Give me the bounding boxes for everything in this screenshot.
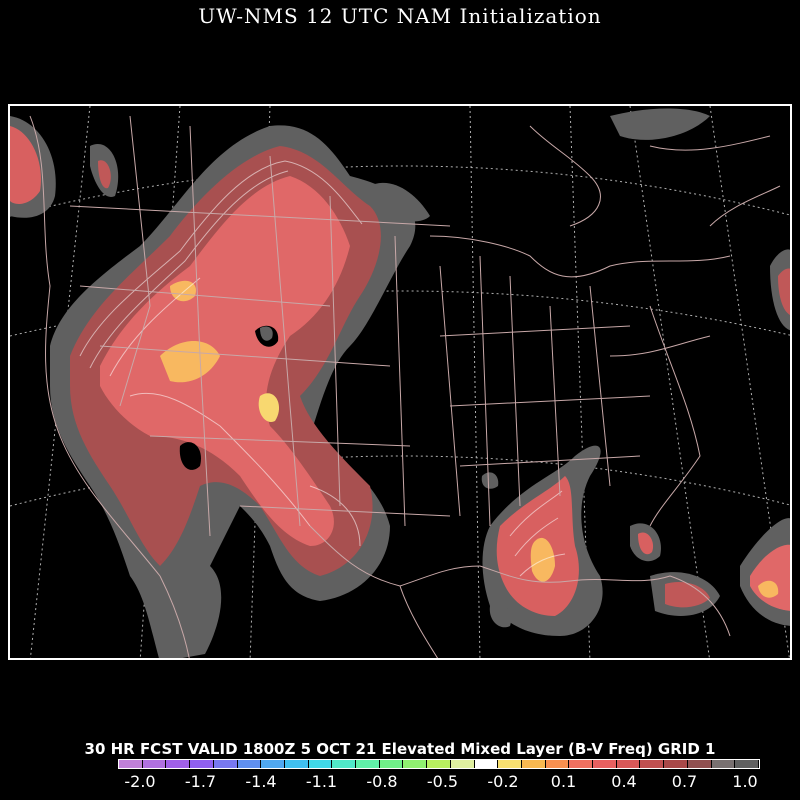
colorbar-segment	[711, 760, 736, 768]
map-frame	[8, 104, 792, 660]
colorbar-segment	[261, 760, 285, 768]
colorbar-segment	[142, 760, 167, 768]
colorbar-segment	[308, 760, 333, 768]
colorbar-segment	[616, 760, 641, 768]
map-canvas	[10, 106, 790, 658]
colorbar-tick-label: -0.5	[426, 772, 459, 791]
colorbar-segment	[735, 760, 759, 768]
colorbar-segment	[166, 760, 191, 768]
page-title: UW-NMS 12 UTC NAM Initialization	[198, 4, 602, 28]
emb-field-west	[50, 125, 416, 658]
colorbar-segment	[379, 760, 404, 768]
colorbar-segment	[450, 760, 475, 768]
colorbar-tick-label: 0.1	[550, 772, 577, 791]
colorbar-segment	[403, 760, 428, 768]
plot-caption: 30 HR FCST VALID 1800Z 5 OCT 21 Elevated…	[84, 740, 716, 758]
contour-lines	[79, 160, 566, 577]
colorbar-tick-label: 0.7	[671, 772, 698, 791]
colorbar-segment	[569, 760, 594, 768]
colorbar-segment	[545, 760, 570, 768]
emb-field-north	[370, 108, 790, 331]
colorbar-segment	[427, 760, 451, 768]
colorbar-segment	[237, 760, 262, 768]
colorbar-tick-label: -1.4	[245, 772, 277, 791]
emb-field-pacific-nw	[10, 116, 119, 218]
colorbar-segment	[332, 760, 357, 768]
colorbar-segment	[474, 760, 499, 768]
colorbar-ticks: -2.0 -1.7 -1.4 -1.1 -0.8 -0.5 -0.2 0.1 0.4 0.7 1.0	[0, 772, 800, 794]
colorbar-tick-label: -0.8	[366, 772, 398, 791]
colorbar-segment	[640, 760, 665, 768]
colorbar-segment	[498, 760, 522, 768]
colorbar-tick-label: -1.7	[184, 772, 217, 791]
colorbar-tick-label: -1.1	[305, 772, 338, 791]
colorbar-segment	[356, 760, 380, 768]
colorbar-tick-label: -0.2	[487, 772, 519, 791]
emb-field-southeast	[481, 445, 790, 636]
colorbar-segment	[687, 760, 712, 768]
colorbar-tick-label: -2.0	[124, 772, 156, 791]
colorbar	[118, 759, 760, 769]
colorbar-segment	[190, 760, 214, 768]
political-borders	[29, 115, 781, 658]
colorbar-segment	[119, 760, 143, 768]
colorbar-tick-label: 0.4	[611, 772, 637, 791]
colorbar-segment	[593, 760, 617, 768]
colorbar-segment	[664, 760, 688, 768]
colorbar-segment	[284, 760, 309, 768]
colorbar-segment	[213, 760, 238, 768]
colorbar-tick-label: 1.0	[732, 772, 758, 791]
colorbar-segment	[521, 760, 546, 768]
